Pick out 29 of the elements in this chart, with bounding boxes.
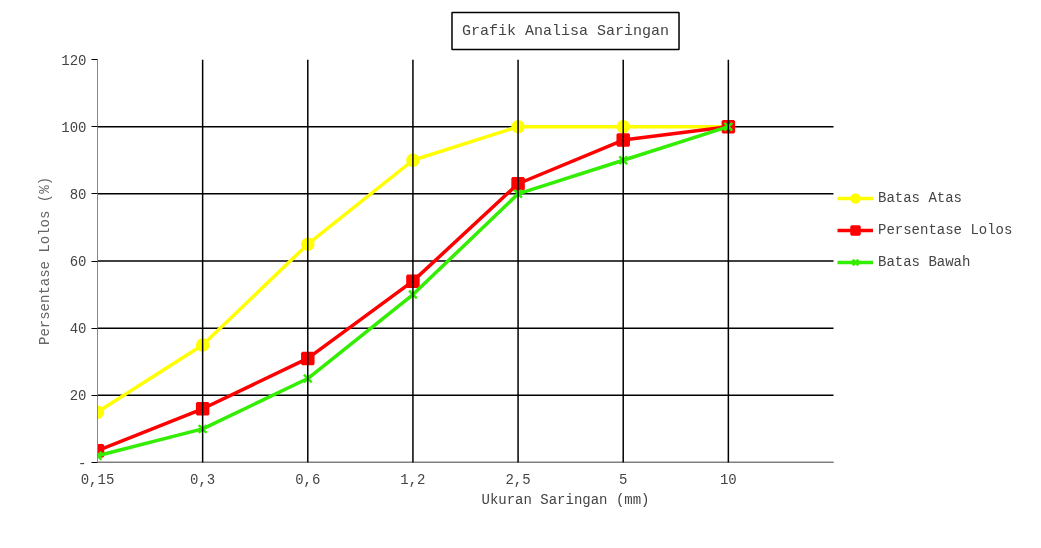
y-tick-label: 60 [69,254,87,270]
legend-label: Batas Atas [878,190,963,206]
y-tick-label: 40 [69,321,87,338]
chart-title: Grafik Analisa Saringan [461,22,670,40]
x-tick-label: 2,5 [505,471,531,488]
y-tick-label: 80 [69,186,87,203]
y-tick-label: - [78,455,87,472]
point [512,188,524,199]
x-tick-label: 0,15 [80,471,115,488]
point [302,373,313,384]
x-tick-label: 1,2 [400,471,426,488]
legend-label: Persentase Lolos [878,222,1013,238]
x-tick-label: 0,6 [295,471,321,488]
point [406,274,420,288]
point [195,338,210,352]
point [407,289,419,300]
x-tick-label: 10 [719,471,737,488]
x-tick-label: 5 [619,471,628,488]
legend-label: Batas Bawah [878,254,971,270]
y-tick-label: 100 [61,119,87,136]
y-tick-label: 20 [69,388,87,405]
point [616,133,630,147]
x-axis-title: Ukuran Saringan (mm) [481,491,650,508]
y-tick-label: 120 [61,52,87,69]
point [195,402,210,416]
point [618,155,629,166]
x-tick-label: 0,3 [190,471,216,488]
y-axis-title: Persentase Lolos (%) [37,176,54,346]
point [197,423,208,435]
